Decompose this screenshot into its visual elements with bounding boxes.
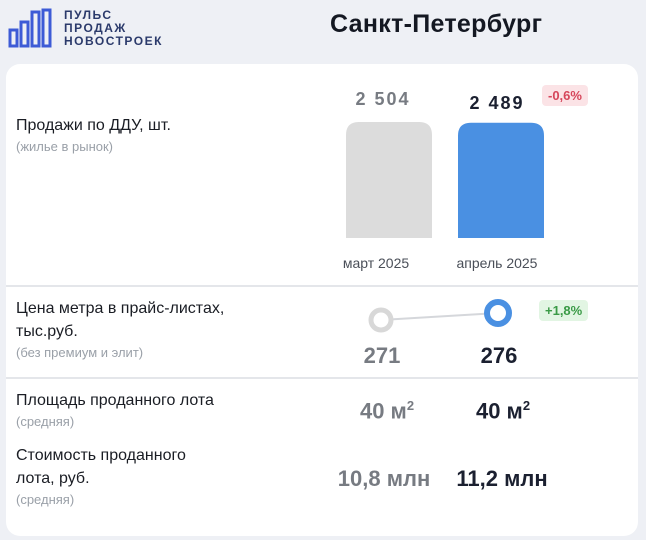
sales-curr-value: 2 489	[469, 93, 525, 113]
price-label-2: тыс.руб.	[16, 323, 78, 340]
area-curr-sup: 2	[522, 398, 531, 413]
area-curr-value: 40 м2	[448, 398, 558, 424]
price-label-1: Цена метра в прайс-листах,	[16, 300, 225, 317]
brand-line-1: ПУЛЬС	[64, 8, 113, 22]
price-line-chart	[368, 299, 512, 333]
price-curr-value: 276	[480, 343, 518, 368]
stats-card: Продажи по ДДУ, шт. (жилье в рынок) 2 50…	[6, 64, 638, 536]
sales-label: Продажи по ДДУ, шт.	[16, 117, 171, 134]
divider-2	[6, 377, 638, 379]
area-sub: (средняя)	[16, 414, 75, 429]
cost-curr-value: 11,2 млн	[456, 466, 548, 491]
price-sub: (без премиум и элит)	[16, 345, 144, 360]
sales-prev-value: 2 504	[355, 89, 411, 109]
brand-logo: ПУЛЬС ПРОДАЖ НОВОСТРОЕК	[8, 8, 178, 50]
sales-change-badge: -0,6%	[542, 85, 588, 106]
month-march: март 2025	[342, 255, 410, 271]
month-april: апрель 2025	[456, 255, 538, 271]
price-prev-value: 271	[363, 343, 401, 368]
bar-april	[458, 122, 544, 238]
city-title: Санкт-Петербург	[330, 10, 543, 38]
area-prev-sup: 2	[406, 398, 415, 413]
cost-label-1: Стоимость проданного	[16, 447, 186, 464]
price-point-march	[368, 307, 394, 333]
price-point-april	[484, 299, 512, 327]
brand-line-2: ПРОДАЖ	[64, 21, 127, 35]
brand-name: ПУЛЬС ПРОДАЖ НОВОСТРОЕК	[64, 9, 163, 48]
sales-bar-chart	[346, 122, 544, 238]
divider-1	[6, 285, 638, 287]
area-curr-number: 40 м	[475, 398, 523, 424]
price-change-badge: +1,8%	[539, 300, 589, 321]
price-connector-line	[380, 312, 499, 321]
buildings-icon	[8, 8, 52, 48]
cost-sub: (средняя)	[16, 492, 75, 507]
area-label: Площадь проданного лота	[16, 392, 214, 409]
sales-sub: (жилье в рынок)	[16, 139, 114, 154]
cost-label-2: лота, руб.	[16, 470, 90, 487]
bar-march	[346, 122, 432, 238]
area-prev-value: 40 м2	[332, 398, 442, 424]
area-prev-number: 40 м	[359, 398, 407, 424]
brand-line-3: НОВОСТРОЕК	[64, 34, 163, 48]
cost-prev-value: 10,8 млн	[337, 466, 431, 491]
